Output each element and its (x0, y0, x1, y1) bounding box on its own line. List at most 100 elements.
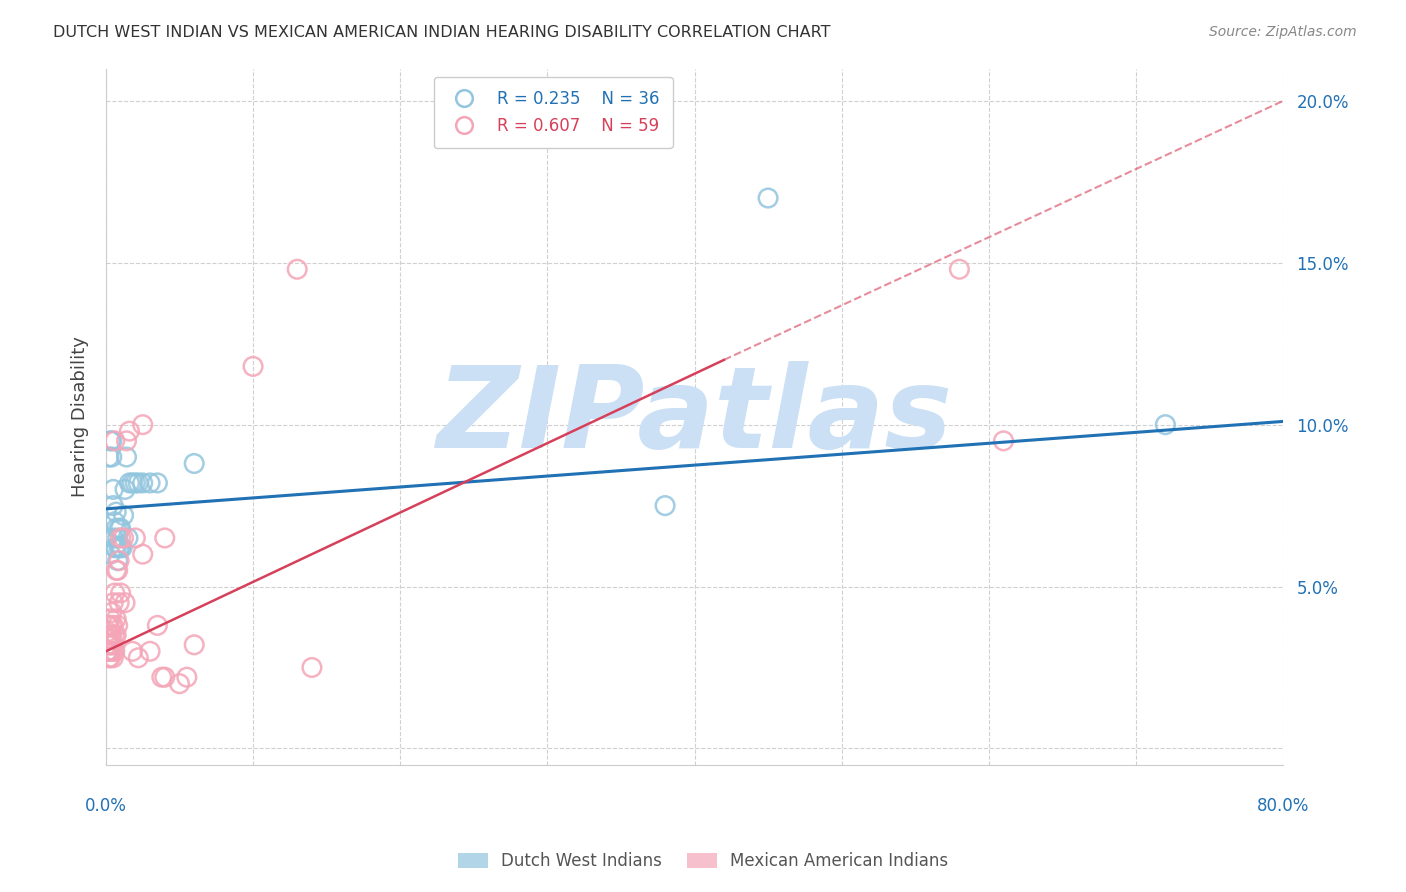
Point (108, 554, 131, 568)
Point (96, 638, 118, 652)
Point (96, 644, 118, 658)
Point (97, 644, 120, 658)
Point (176, 670, 198, 684)
Point (107, 563, 129, 577)
Point (101, 618, 124, 632)
Point (146, 475, 169, 490)
Point (121, 475, 143, 490)
Point (124, 531, 146, 545)
Point (98, 644, 121, 658)
Point (301, 660, 323, 674)
Point (121, 644, 143, 658)
Point (98, 638, 121, 652)
Point (131, 475, 153, 490)
Point (183, 457, 205, 471)
Point (169, 676, 191, 690)
Point (96, 618, 118, 632)
Point (96, 632, 118, 646)
Point (146, 618, 169, 632)
Point (131, 547, 153, 561)
Point (108, 596, 131, 610)
Point (114, 483, 136, 497)
Point (105, 628, 128, 642)
Point (103, 483, 125, 497)
Point (183, 638, 205, 652)
Point (105, 541, 128, 555)
Point (114, 596, 136, 610)
Point (124, 475, 146, 490)
Point (101, 434, 124, 448)
Point (111, 541, 134, 555)
Text: 80.0%: 80.0% (1257, 797, 1309, 815)
Point (97, 650, 120, 665)
Point (101, 644, 124, 658)
Legend: Dutch West Indians, Mexican American Indians: Dutch West Indians, Mexican American Ind… (451, 846, 955, 877)
Point (285, 262, 308, 277)
Point (103, 531, 125, 545)
Y-axis label: Hearing Disability: Hearing Disability (72, 336, 89, 497)
Point (96, 624, 118, 639)
Point (105, 612, 128, 626)
Point (131, 417, 153, 432)
Point (97, 632, 120, 646)
Point (98, 650, 121, 665)
Point (108, 541, 131, 555)
Point (110, 531, 132, 545)
Text: Source: ZipAtlas.com: Source: ZipAtlas.com (1209, 25, 1357, 39)
Point (107, 618, 129, 632)
Text: 0.0%: 0.0% (84, 797, 127, 815)
Point (103, 650, 125, 665)
Point (115, 450, 138, 464)
Point (98, 547, 121, 561)
Point (104, 541, 127, 555)
Point (153, 531, 176, 545)
Point (112, 508, 135, 523)
Point (97, 450, 120, 464)
Point (98, 434, 121, 448)
Point (110, 541, 132, 555)
Point (108, 521, 131, 535)
Point (110, 521, 132, 535)
Point (103, 618, 125, 632)
Point (118, 475, 141, 490)
Point (118, 424, 141, 438)
Point (97, 618, 120, 632)
Point (98, 628, 121, 642)
Point (96, 644, 118, 658)
Point (103, 499, 125, 513)
Point (105, 505, 128, 519)
Point (112, 531, 135, 545)
Point (110, 586, 132, 600)
Text: DUTCH WEST INDIAN VS MEXICAN AMERICAN INDIAN HEARING DISABILITY CORRELATION CHAR: DUTCH WEST INDIAN VS MEXICAN AMERICAN IN… (53, 25, 831, 40)
Point (107, 554, 129, 568)
Point (97, 638, 120, 652)
Point (98, 612, 121, 626)
Point (103, 596, 125, 610)
Point (115, 434, 138, 448)
Point (150, 670, 173, 684)
Point (104, 644, 127, 658)
Legend: R = 0.235    N = 36, R = 0.607    N = 59: R = 0.235 N = 36, R = 0.607 N = 59 (433, 77, 673, 148)
Point (756, 191, 779, 205)
Point (103, 638, 125, 652)
Point (101, 450, 124, 464)
Text: ZIPatlas: ZIPatlas (436, 361, 953, 472)
Point (242, 359, 264, 374)
Point (101, 606, 124, 620)
Point (117, 531, 139, 545)
Point (104, 628, 127, 642)
Point (139, 475, 162, 490)
Point (107, 531, 129, 545)
Point (127, 475, 149, 490)
Point (1154, 417, 1177, 432)
Point (139, 644, 162, 658)
Point (105, 563, 128, 577)
Point (993, 434, 1015, 448)
Point (654, 499, 676, 513)
Point (127, 650, 149, 665)
Point (105, 521, 128, 535)
Point (101, 638, 124, 652)
Point (104, 515, 127, 529)
Point (948, 262, 970, 277)
Point (153, 670, 176, 684)
